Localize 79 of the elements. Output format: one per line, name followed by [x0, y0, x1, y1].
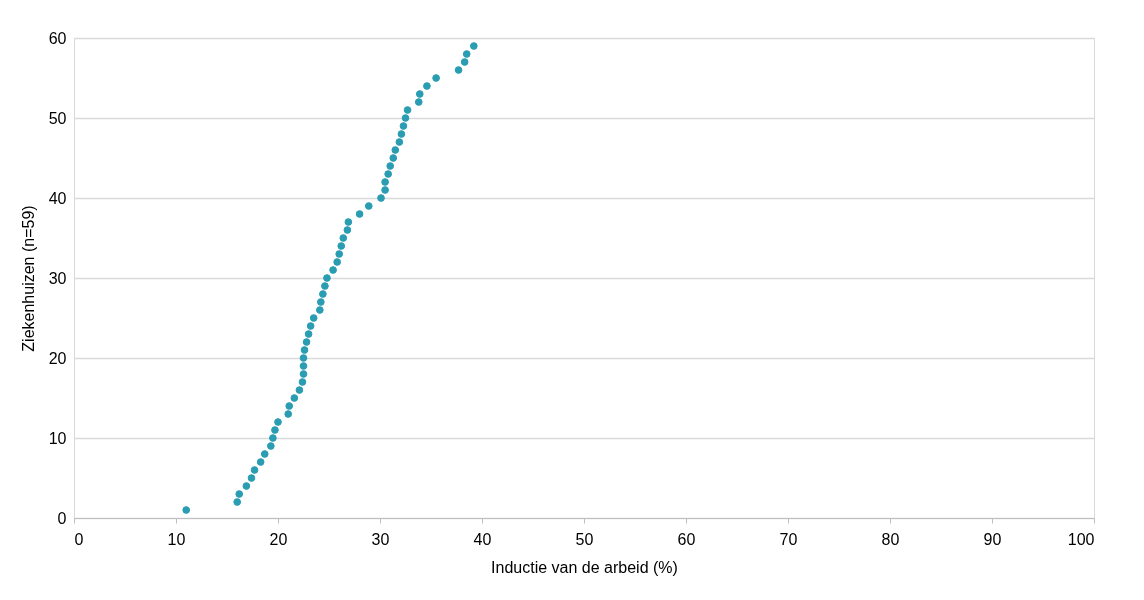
point	[284, 410, 293, 418]
point	[414, 98, 423, 106]
point	[274, 418, 282, 426]
point	[323, 274, 331, 282]
point	[391, 146, 400, 154]
point	[267, 442, 275, 450]
x-tick-label: 0	[74, 530, 84, 548]
point	[377, 194, 385, 202]
x-tick-label: 80	[881, 530, 900, 548]
x-tick-label: 30	[371, 530, 390, 548]
point	[401, 114, 410, 122]
point	[247, 474, 256, 482]
y-tick-label: 30	[48, 269, 67, 287]
point	[233, 498, 242, 506]
y-tick-label: 0	[57, 509, 67, 527]
point	[260, 450, 269, 458]
point	[335, 250, 344, 258]
point	[355, 210, 364, 218]
point	[300, 346, 309, 354]
point	[256, 458, 265, 466]
point	[235, 490, 244, 498]
x-tick-label: 20	[269, 530, 288, 548]
point	[403, 106, 412, 114]
x-tick-label: 50	[575, 530, 594, 548]
point	[329, 266, 337, 274]
point	[271, 426, 279, 434]
point	[290, 394, 299, 402]
point	[381, 178, 389, 186]
point	[381, 186, 389, 194]
point	[315, 306, 324, 314]
x-axis-title: Inductie van de arbeid (%)	[491, 558, 678, 576]
point	[343, 226, 352, 234]
point	[298, 378, 307, 386]
point	[302, 338, 311, 346]
y-tick-label: 50	[48, 109, 67, 127]
y-tick-label: 60	[48, 29, 67, 47]
point	[321, 282, 329, 290]
point	[344, 218, 353, 226]
point	[299, 370, 308, 378]
x-tick-label: 90	[983, 530, 1002, 548]
point	[423, 82, 431, 90]
y-tick-label: 10	[48, 429, 67, 447]
point	[306, 322, 315, 330]
point	[389, 154, 398, 162]
point	[269, 434, 277, 442]
point	[469, 42, 478, 50]
point	[454, 66, 463, 74]
point	[384, 170, 393, 178]
x-tick-label: 70	[779, 530, 798, 548]
point	[319, 290, 327, 298]
point	[395, 138, 404, 146]
x-tick-label: 100	[1067, 530, 1095, 548]
point	[364, 202, 373, 210]
point	[285, 402, 294, 410]
x-tick-label: 40	[473, 530, 492, 548]
point	[299, 354, 308, 362]
point	[339, 234, 348, 242]
x-tick-label: 60	[677, 530, 696, 548]
point	[309, 314, 318, 322]
point	[462, 50, 471, 58]
point	[295, 386, 304, 394]
point	[460, 58, 469, 66]
point	[337, 242, 346, 250]
point	[250, 466, 259, 474]
point	[397, 130, 406, 138]
y-tick-label: 40	[48, 189, 67, 207]
point	[415, 90, 424, 98]
point	[242, 482, 251, 490]
point	[432, 74, 440, 82]
point	[386, 162, 395, 170]
x-tick-label: 10	[167, 530, 186, 548]
point	[304, 330, 313, 338]
y-tick-label: 20	[48, 349, 67, 367]
y-axis-title: Ziekenhuizen (n=59)	[19, 205, 37, 352]
point	[333, 258, 342, 266]
point	[316, 298, 325, 306]
point	[182, 506, 191, 514]
point	[399, 122, 408, 130]
point	[299, 362, 308, 370]
